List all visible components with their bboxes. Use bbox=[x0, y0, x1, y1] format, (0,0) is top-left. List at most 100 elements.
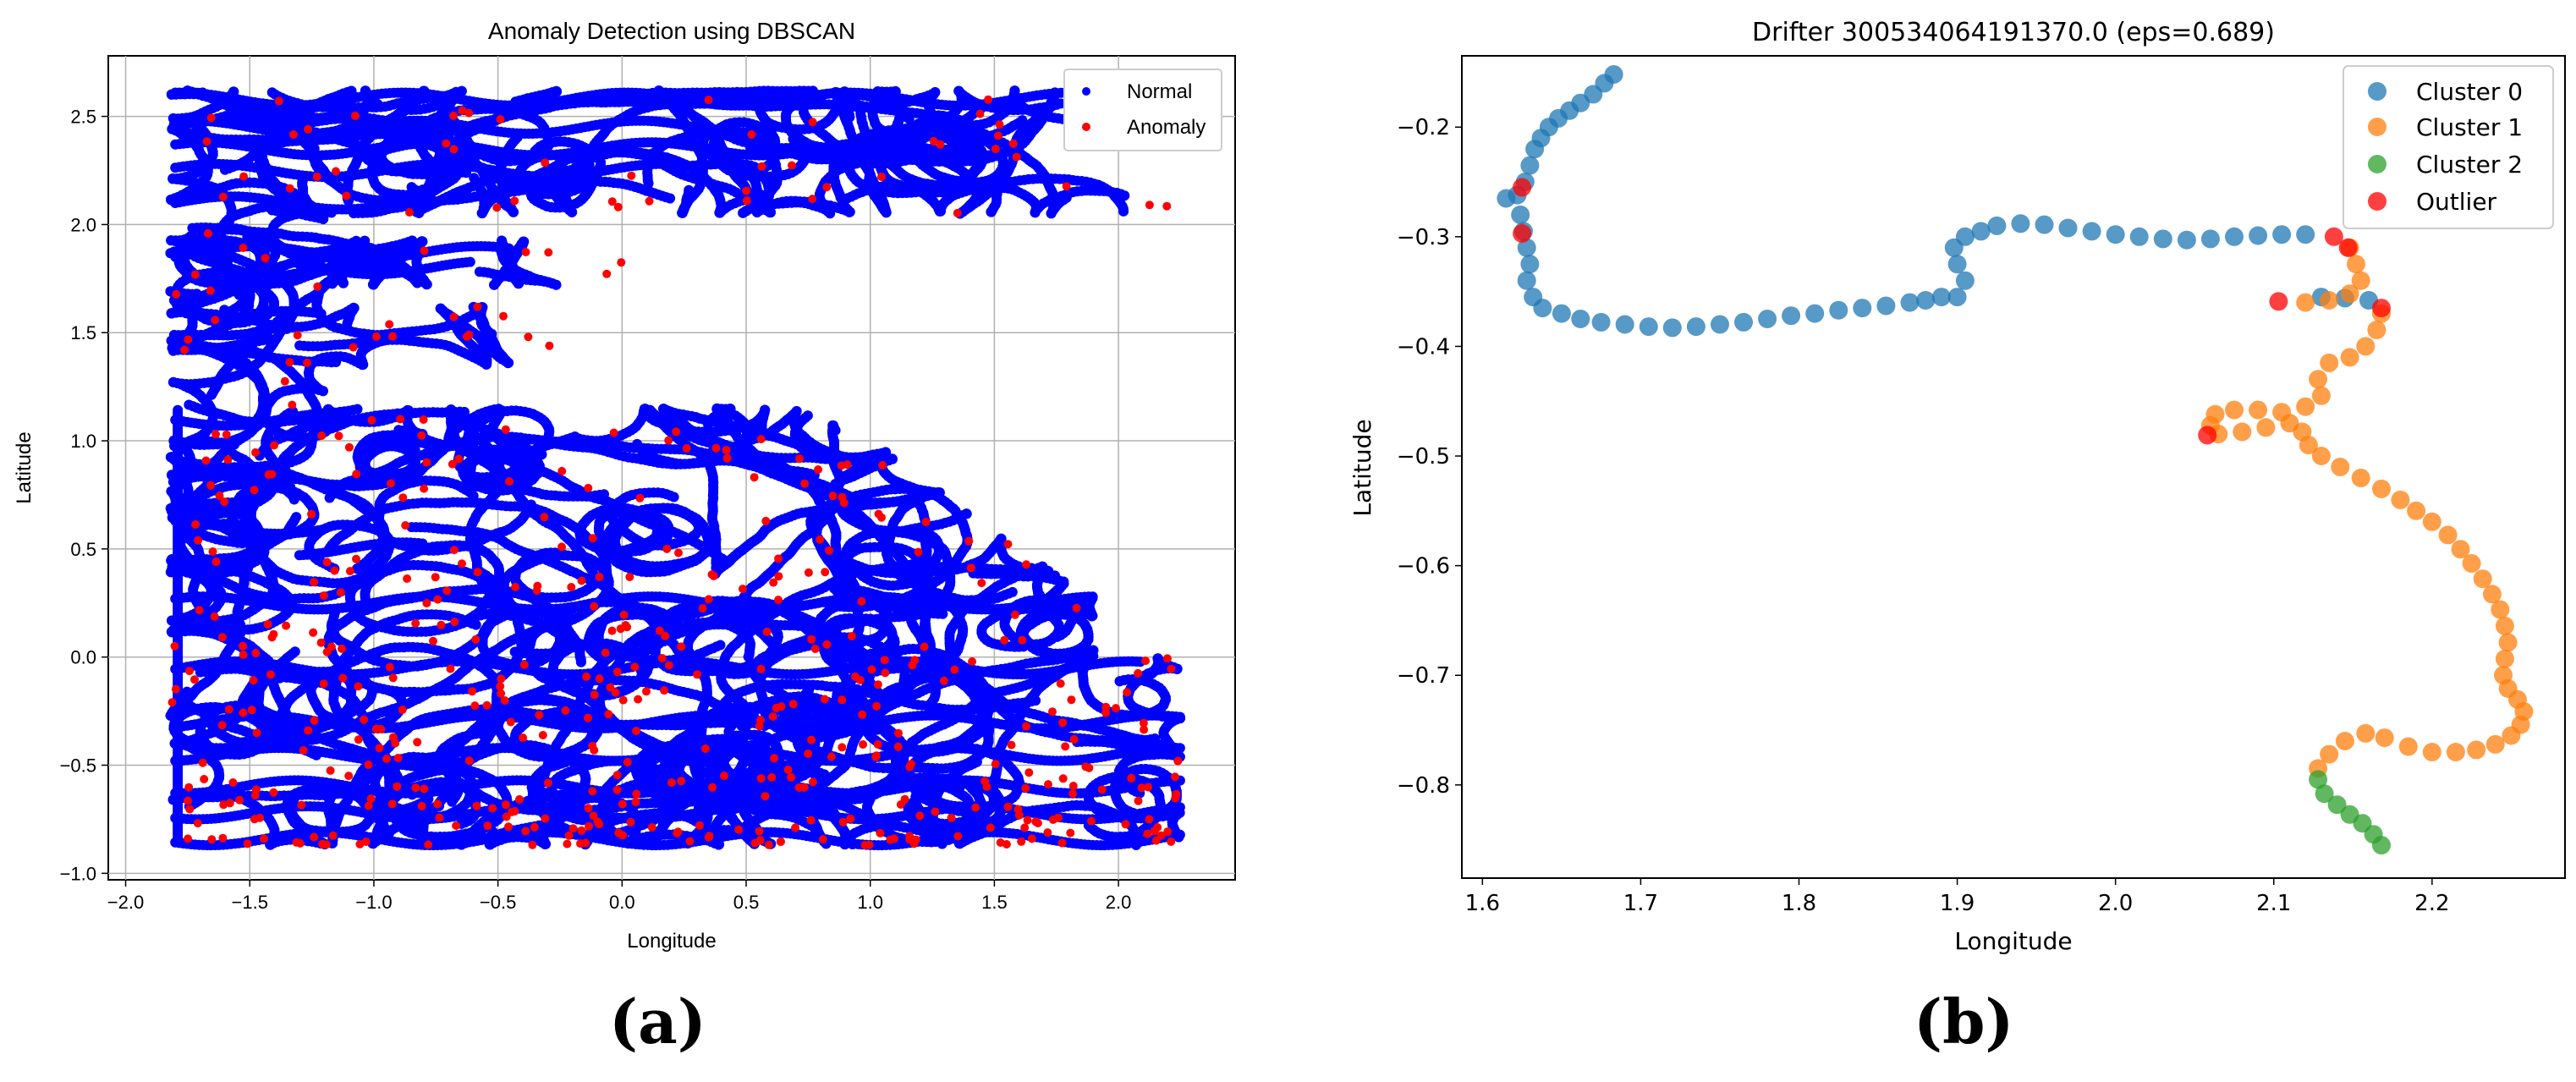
point bbox=[2372, 836, 2391, 855]
point bbox=[2311, 386, 2331, 405]
point bbox=[2451, 540, 2470, 559]
point bbox=[2356, 337, 2376, 356]
point bbox=[2367, 321, 2387, 339]
point bbox=[2320, 291, 2339, 310]
chart-b-ylabel: Latitude bbox=[1348, 419, 1376, 516]
chart-a: −2.0 −1.5 −1.0 −0.5 0.0 0.5 1.0 1.5 2.0 −1.0 −0.5 0… bbox=[13, 18, 1236, 953]
point bbox=[2011, 214, 2030, 233]
y-tick-label-b: −0.4 bbox=[1397, 334, 1450, 360]
point bbox=[2495, 649, 2514, 668]
point bbox=[2422, 743, 2441, 761]
point bbox=[1497, 189, 1516, 208]
point bbox=[2296, 397, 2315, 416]
point bbox=[1552, 304, 1571, 323]
marks-b bbox=[1497, 65, 2534, 855]
point bbox=[2324, 227, 2343, 246]
point bbox=[1525, 140, 1545, 159]
point bbox=[2351, 271, 2370, 290]
y-tick-label-a: −1.0 bbox=[60, 863, 96, 884]
point bbox=[2249, 226, 2268, 245]
point bbox=[1955, 271, 1975, 290]
point bbox=[2200, 229, 2220, 249]
point bbox=[2502, 726, 2521, 745]
x-tick-label-a: −1.5 bbox=[232, 892, 268, 913]
point bbox=[1876, 296, 1896, 316]
point bbox=[2473, 569, 2492, 589]
chart-a-xlabel: Longitude bbox=[627, 930, 716, 953]
point bbox=[2309, 770, 2328, 789]
series-cluster-2 bbox=[2309, 770, 2391, 855]
point bbox=[1517, 238, 1536, 257]
point bbox=[1782, 306, 1801, 326]
y-tick-label-b: −0.5 bbox=[1397, 444, 1450, 470]
legend-marker-anomaly bbox=[1082, 123, 1090, 131]
point bbox=[1615, 315, 1634, 334]
point bbox=[1520, 156, 1540, 175]
point bbox=[2296, 225, 2315, 244]
x-tick-label-a: 1.0 bbox=[857, 892, 883, 913]
point bbox=[2491, 600, 2510, 619]
y-tick-label-b: −0.6 bbox=[1397, 554, 1450, 579]
x-tick-label-b: 1.6 bbox=[1465, 891, 1500, 916]
chart-a-legend: Normal Anomaly bbox=[1063, 69, 1222, 151]
x-tick-label-b: 1.9 bbox=[1940, 891, 1975, 916]
y-tick-label-b: −0.7 bbox=[1397, 663, 1450, 689]
marks-a bbox=[165, 85, 1186, 851]
point bbox=[2498, 633, 2518, 652]
point bbox=[1947, 288, 1967, 307]
legend-marker-cluster-2 bbox=[2368, 155, 2387, 173]
point bbox=[2495, 616, 2514, 635]
chart-a-title: Anomaly Detection using DBSCAN bbox=[488, 18, 855, 44]
point bbox=[2082, 222, 2101, 241]
point bbox=[1758, 310, 1777, 328]
y-tick-label-b: −0.2 bbox=[1397, 115, 1450, 140]
point bbox=[2272, 225, 2292, 244]
series-outlier bbox=[1513, 178, 2391, 445]
y-tick-label-a: 1.5 bbox=[70, 322, 96, 343]
y-tick-label-a: 2.5 bbox=[70, 107, 96, 128]
y-tick-label-a: 0.0 bbox=[70, 647, 96, 668]
chart-b-legend: Cluster 0 Cluster 1 Cluster 2 Outlier bbox=[2343, 65, 2554, 229]
point bbox=[2311, 447, 2331, 465]
legend-marker-cluster-0 bbox=[2368, 82, 2387, 101]
point bbox=[1639, 317, 1658, 337]
point bbox=[2269, 292, 2288, 311]
x-tick-label-a: 0.5 bbox=[733, 892, 760, 913]
y-tick-label-a: 1.0 bbox=[70, 431, 96, 452]
series-anomaly bbox=[168, 95, 1183, 849]
point bbox=[2356, 723, 2376, 743]
panel-label-b: (b) bbox=[1914, 986, 2013, 1057]
legend-label-cluster-2: Cluster 2 bbox=[2416, 151, 2523, 179]
point bbox=[2320, 744, 2339, 764]
point bbox=[1931, 288, 1951, 307]
point bbox=[1513, 178, 1532, 197]
point bbox=[2485, 734, 2505, 754]
point bbox=[2446, 743, 2465, 761]
legend-label-normal: Normal bbox=[1127, 80, 1192, 103]
legend-label-anomaly: Anomaly bbox=[1127, 116, 1206, 139]
point bbox=[2335, 732, 2354, 750]
point bbox=[2467, 740, 2486, 760]
point bbox=[2407, 501, 2426, 520]
point bbox=[2398, 737, 2418, 756]
point bbox=[2315, 784, 2334, 804]
legend-label-cluster-0: Cluster 0 bbox=[2416, 78, 2523, 106]
point bbox=[2233, 422, 2252, 442]
point bbox=[2299, 436, 2318, 455]
point bbox=[2351, 469, 2370, 487]
point bbox=[2309, 370, 2328, 389]
point bbox=[1829, 300, 1848, 320]
point bbox=[2347, 255, 2365, 274]
point bbox=[1900, 293, 1920, 312]
point bbox=[2106, 225, 2125, 244]
point bbox=[1734, 312, 1753, 332]
point bbox=[2249, 400, 2268, 420]
panel-label-a: (a) bbox=[609, 986, 706, 1057]
x-tick-label-b: 1.7 bbox=[1623, 891, 1658, 916]
point bbox=[1662, 318, 1682, 338]
x-tick-label-b: 2.1 bbox=[2256, 891, 2291, 916]
legend-label-cluster-1: Cluster 1 bbox=[2416, 113, 2523, 141]
point bbox=[2225, 400, 2244, 420]
x-tick-label-b: 1.8 bbox=[1782, 891, 1816, 916]
